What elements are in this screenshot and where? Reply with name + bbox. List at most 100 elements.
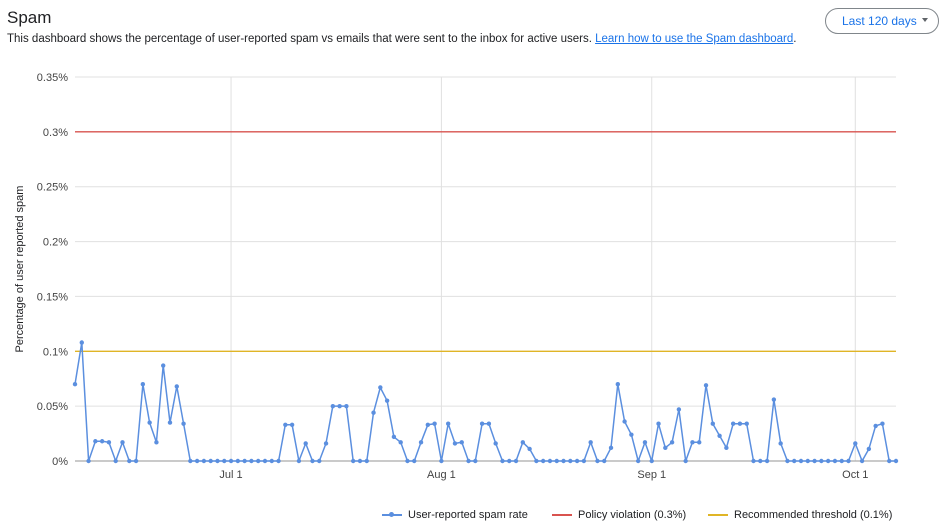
spam-rate-point	[778, 441, 783, 446]
spam-rate-point	[188, 458, 193, 464]
y-axis-title: Percentage of user reported spam	[14, 186, 26, 353]
legend-swatch-policy-violation	[552, 509, 572, 521]
y-tick-label: 0.35%	[37, 72, 68, 84]
spam-rate-point	[486, 421, 492, 426]
spam-rate-point	[113, 458, 118, 464]
spam-rate-point	[154, 440, 159, 445]
spam-rate-point	[588, 440, 593, 445]
help-link[interactable]: Learn how to use the Spam dashboard	[595, 33, 794, 45]
spam-rate-point	[466, 458, 471, 464]
spam-rate-point	[764, 458, 770, 464]
spam-rate-point	[194, 458, 200, 464]
spam-rate-point	[690, 440, 695, 445]
x-tick-label: Aug 1	[427, 469, 456, 481]
spam-rate-point	[812, 458, 817, 464]
spam-rate-point	[276, 458, 281, 464]
legend-item-recommended-threshold[interactable]: Recommended threshold (0.1%)	[708, 509, 892, 521]
spam-rate-point	[527, 446, 532, 452]
spam-rate-point	[635, 458, 641, 464]
page-description: This dashboard shows the percentage of u…	[7, 33, 797, 45]
y-tick-label: 0.15%	[37, 291, 68, 303]
legend-item-spam-rate[interactable]: User-reported spam rate	[382, 509, 528, 521]
spam-rate-point	[642, 440, 648, 445]
spam-rate-point	[303, 441, 308, 446]
spam-rate-point	[147, 420, 152, 425]
spam-rate-point	[574, 458, 580, 464]
y-tick-label: 0.2%	[43, 237, 68, 249]
spam-rate-point	[323, 441, 329, 446]
spam-rate-point	[792, 458, 797, 464]
spam-rate-point	[398, 440, 403, 445]
spam-rate-point	[140, 382, 146, 387]
spam-rate-point	[412, 458, 417, 464]
spam-rate-point	[391, 434, 397, 440]
x-tick-label: Jul 1	[219, 469, 242, 481]
spam-rate-point	[452, 441, 458, 446]
y-tick-label: 0.3%	[43, 127, 68, 139]
spam-rate-point	[317, 458, 322, 464]
spam-rate-point	[615, 382, 621, 387]
description-suffix: .	[793, 33, 797, 45]
spam-rate-line	[74, 341, 896, 462]
spam-rate-point	[839, 458, 844, 464]
y-tick-label: 0%	[52, 456, 68, 468]
spam-rate-point	[520, 440, 526, 445]
spam-rate-point	[120, 440, 125, 445]
spam-rate-point	[459, 440, 464, 445]
date-range-dropdown[interactable]: Last 120 days	[825, 8, 939, 34]
spam-rate-point	[167, 420, 173, 425]
spam-rate-point	[228, 458, 234, 464]
spam-rate-point	[249, 458, 254, 464]
spam-rate-point	[405, 458, 410, 464]
spam-rate-point	[683, 458, 688, 464]
spam-rate-point	[805, 458, 810, 464]
spam-rate-point	[669, 440, 675, 445]
spam-rate-point	[608, 445, 614, 451]
legend-label-recommended-threshold: Recommended threshold (0.1%)	[734, 509, 893, 521]
spam-rate-point	[500, 458, 505, 464]
spam-rate-point	[133, 458, 139, 464]
spam-rate-point	[72, 382, 78, 387]
spam-rate-point	[846, 458, 851, 464]
spam-rate-point	[93, 439, 98, 444]
spam-rate-point	[357, 458, 363, 464]
spam-rate-point	[554, 458, 559, 464]
spam-rate-point	[432, 421, 437, 426]
spam-rate-point	[540, 458, 546, 464]
page-title: Spam	[7, 8, 52, 27]
spam-rate-point	[825, 458, 831, 464]
spam-rate-point	[771, 397, 777, 402]
spam-rate-point	[595, 458, 600, 464]
spam-rate-point	[262, 458, 268, 464]
spam-rate-point	[289, 422, 295, 427]
spam-rate-point	[507, 458, 512, 464]
spam-rate-point	[235, 458, 241, 464]
legend-item-policy-violation[interactable]: Policy violation (0.3%)	[552, 509, 686, 521]
legend-label-spam-rate: User-reported spam rate	[408, 509, 528, 521]
spam-rate-point	[710, 421, 716, 426]
spam-rate-point	[859, 458, 865, 464]
spam-rate-point	[283, 422, 288, 427]
x-tick-label: Sep 1	[637, 469, 666, 481]
spam-rate-point	[222, 458, 227, 464]
spam-rate-point	[344, 403, 349, 409]
spam-rate-point	[785, 458, 790, 464]
spam-rate-point	[255, 458, 261, 464]
spam-rate-point	[493, 441, 498, 446]
spam-rate-point	[602, 458, 607, 464]
spam-rate-point	[371, 410, 376, 415]
spam-rate-point	[337, 403, 342, 409]
y-tick-label: 0.25%	[37, 182, 68, 194]
spam-rate-point	[880, 421, 885, 426]
spam-rate-point	[378, 385, 383, 390]
spam-rate-point	[445, 421, 451, 426]
dropdown-caret-icon	[922, 18, 928, 22]
spam-rate-point	[629, 432, 634, 437]
spam-rate-point	[853, 441, 858, 446]
spam-rate-point	[581, 458, 587, 464]
spam-rate-point	[724, 445, 729, 451]
spam-rate-point	[479, 421, 485, 426]
spam-rate-point	[873, 423, 878, 429]
spam-rate-point	[513, 458, 519, 464]
